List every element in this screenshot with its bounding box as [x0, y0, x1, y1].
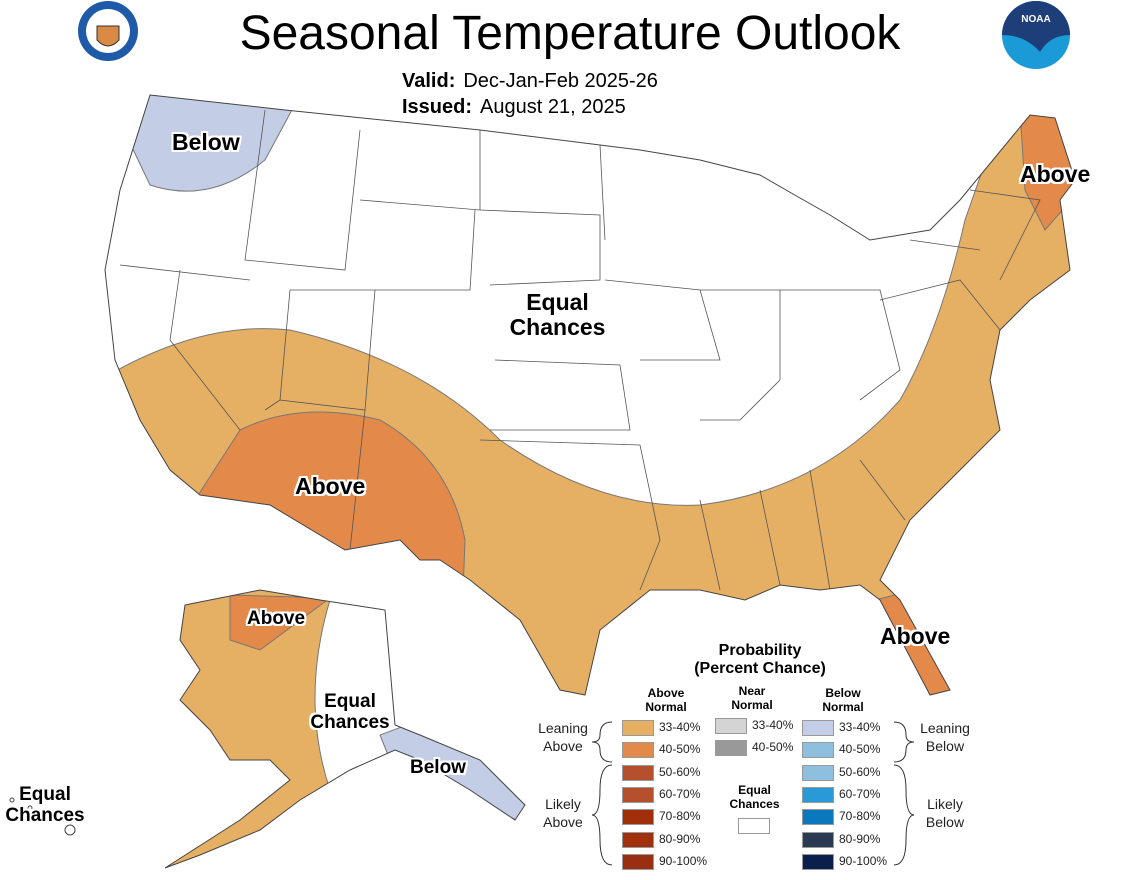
legend-swatch-below-3 — [802, 786, 834, 803]
region-above-33-40 — [105, 99, 1075, 695]
legend-swatch-above-1 — [622, 742, 654, 759]
valid-label: Valid: — [402, 70, 456, 92]
noaa-logo: NOAA — [1002, 1, 1070, 69]
legend-title-line2: (Percent Chance) — [694, 660, 826, 678]
legend-title-line1: Probability — [718, 642, 802, 659]
legend-leaning-above: Leaning Above — [538, 720, 588, 754]
commerce-seal — [78, 1, 138, 61]
legend-leaning-below: Leaning Below — [920, 720, 970, 754]
state-borders — [119, 109, 1041, 591]
legend-swatch-above-3 — [622, 786, 654, 803]
legend-range-near-1: 40-50% — [752, 740, 794, 755]
label-florida: Above — [880, 623, 951, 649]
label-hawaii: Equal Chances — [5, 784, 85, 826]
legend-range-below-6: 90-100% — [839, 853, 888, 868]
legend-equal-chances: Equal Chances — [729, 783, 780, 812]
legend-range-above-5: 80-90% — [659, 831, 701, 846]
svg-text:NOAA: NOAA — [1021, 14, 1050, 25]
region-below-33-40 — [105, 95, 301, 192]
legend-swatch-above-6 — [622, 853, 654, 870]
legend-swatch-near-1 — [715, 740, 747, 757]
legend-range-near-0: 33-40% — [752, 718, 794, 732]
legend-range-above-3: 60-70% — [659, 786, 701, 801]
issued-line: Issued: August 21, 2025 — [402, 96, 626, 119]
legend-swatch-above-2 — [622, 764, 654, 781]
legend-above-header: Above Normal — [645, 686, 687, 715]
legend-swatch-above-4 — [622, 809, 654, 826]
legend-range-below-2: 50-60% — [839, 764, 881, 779]
page-title: Seasonal Temperature Outlook — [239, 7, 901, 60]
legend-swatch-below-4 — [802, 809, 834, 826]
legend-range-above-1: 40-50% — [659, 742, 701, 757]
alaska-north-above — [229, 594, 332, 651]
label-alaska-central: Equal Chances — [310, 691, 390, 733]
label-alaska-north: Above — [247, 608, 306, 629]
legend-swatch-below-5 — [802, 831, 834, 848]
legend-swatch-below-2 — [802, 764, 834, 781]
valid-line: Valid: Dec-Jan-Feb 2025-26 — [402, 70, 658, 93]
legend-range-above-0: 33-40% — [659, 720, 701, 734]
valid-value: Dec-Jan-Feb 2025-26 — [463, 70, 658, 92]
legend-likely-above: Likely Above — [543, 796, 583, 830]
legend-below-header: Below Normal — [822, 686, 864, 715]
legend-title: Probability (Percent Chance) — [680, 642, 840, 679]
legend-swatch-below-0 — [802, 720, 834, 736]
legend-braces — [591, 721, 915, 866]
legend-swatch-below-1 — [802, 742, 834, 759]
legend-swatch-above-5 — [622, 831, 654, 848]
legend-range-below-3: 60-70% — [839, 786, 881, 801]
legend-range-below-5: 80-90% — [839, 831, 881, 846]
label-alaska-panhandle: Below — [410, 757, 466, 778]
label-northeast: Above — [1020, 161, 1091, 187]
legend-range-below-4: 70-80% — [839, 809, 881, 824]
legend-swatch-below-6 — [802, 853, 834, 870]
legend-range-above-4: 70-80% — [659, 809, 701, 824]
legend-swatch-equal-chances — [738, 818, 770, 834]
legend-range-above-2: 50-60% — [659, 764, 701, 779]
issued-value: August 21, 2025 — [480, 96, 626, 118]
label-southwest: Above — [295, 473, 366, 499]
legend-swatch-above-0 — [622, 720, 654, 736]
legend-likely-below: Likely Below — [925, 796, 965, 830]
label-nw: Below — [172, 129, 240, 155]
legend-swatch-near-0 — [715, 718, 747, 734]
issued-label: Issued: — [402, 96, 473, 118]
legend-range-below-1: 40-50% — [839, 742, 881, 757]
region-above-40-50-southwest — [194, 411, 466, 622]
legend-near-header: Near Normal — [731, 684, 773, 713]
legend-range-above-6: 90-100% — [659, 853, 708, 868]
label-central: Equal Chances — [509, 289, 606, 341]
legend-range-below-0: 33-40% — [839, 720, 881, 734]
hawaii-islands — [9, 797, 76, 836]
